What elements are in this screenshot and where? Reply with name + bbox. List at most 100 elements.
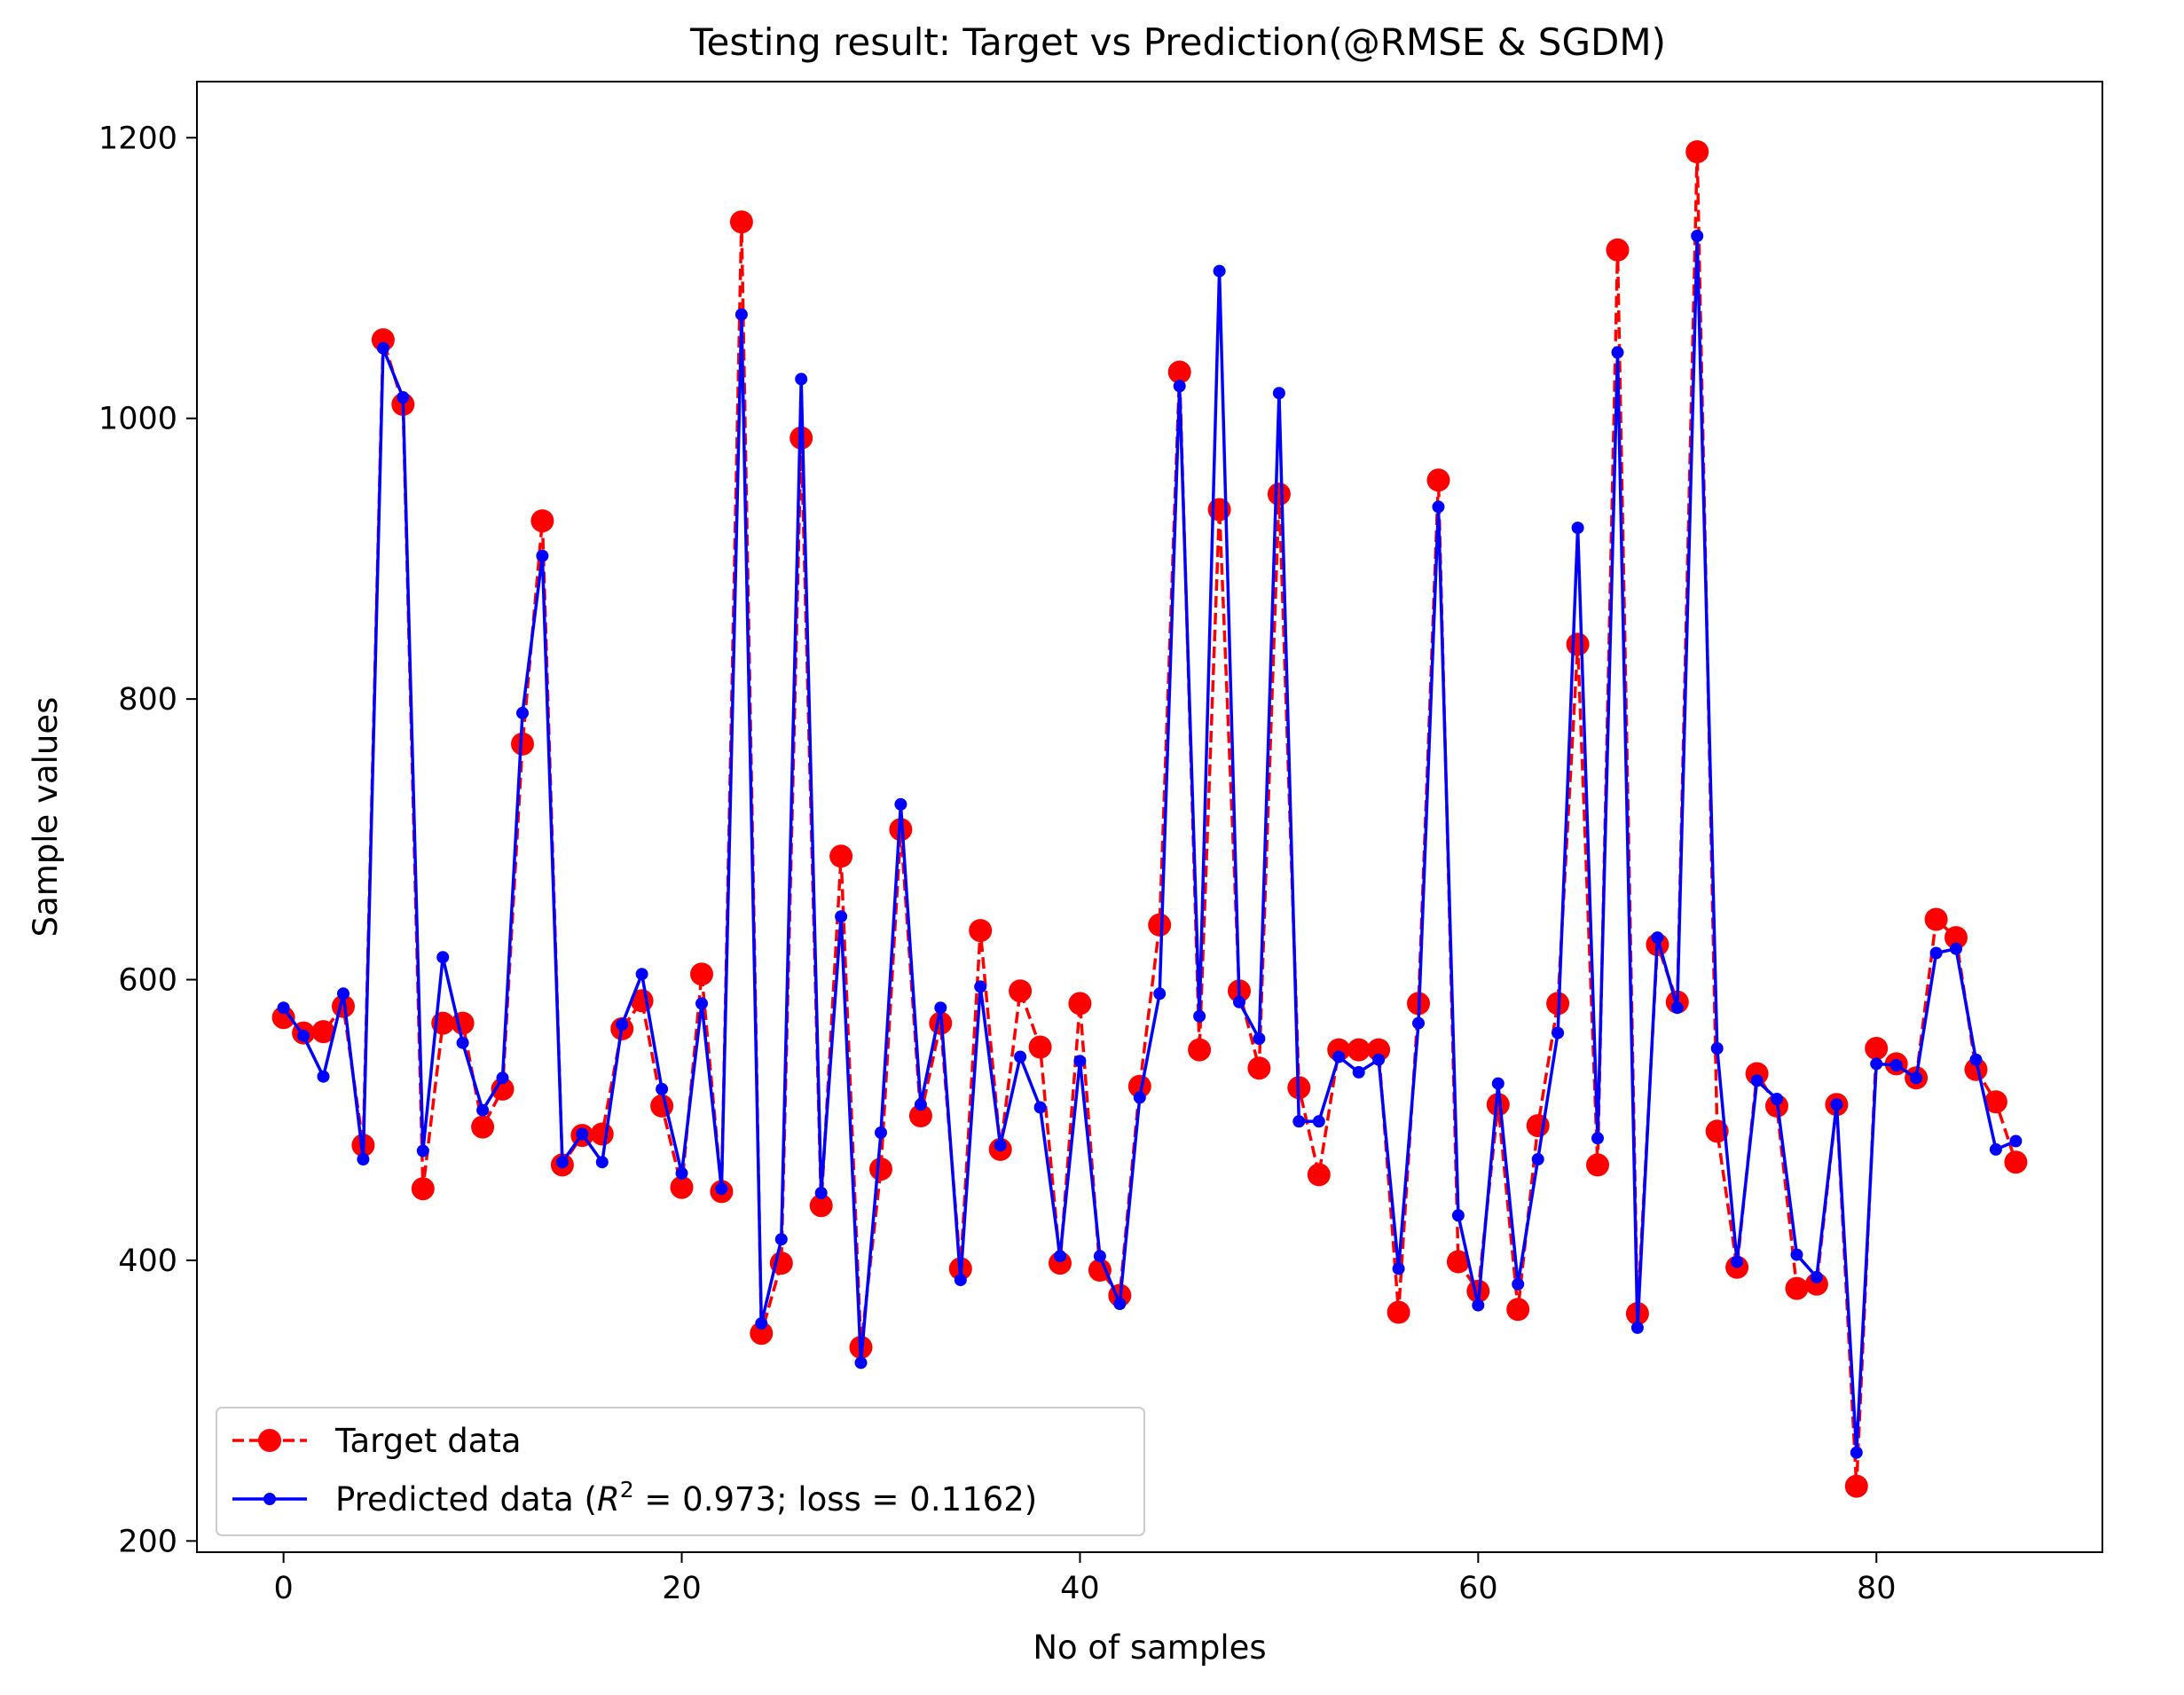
legend-target-label: Target data xyxy=(334,1422,522,1460)
predicted-point xyxy=(1989,1142,2002,1156)
predicted-point xyxy=(1830,1098,1843,1111)
legend-target-marker xyxy=(258,1429,281,1452)
predicted-point xyxy=(1491,1077,1504,1090)
legend-predicted-prefix: Predicted data ( xyxy=(335,1480,597,1518)
predicted-point xyxy=(1014,1050,1027,1063)
predicted-point xyxy=(1312,1115,1325,1128)
y-axis-label: Sample values xyxy=(27,697,65,938)
predicted-point xyxy=(1093,1250,1106,1263)
legend-box xyxy=(216,1407,1145,1536)
y-tick-label: 1000 xyxy=(98,402,177,437)
predicted-point xyxy=(934,1001,947,1015)
legend-predicted-marker xyxy=(263,1493,276,1505)
target-point xyxy=(1188,1038,1212,1062)
predicted-point xyxy=(1233,995,1245,1008)
predicted-point xyxy=(854,1356,868,1369)
y-tick-label: 600 xyxy=(118,963,177,999)
predicted-point xyxy=(974,980,987,993)
predicted-point xyxy=(1670,1001,1684,1015)
predicted-point xyxy=(317,1070,330,1083)
predicted-point xyxy=(755,1317,768,1330)
predicted-point xyxy=(1272,387,1285,400)
predicted-point xyxy=(1073,1055,1087,1068)
predicted-point xyxy=(635,968,648,981)
predicted-point xyxy=(476,1103,490,1117)
legend-predicted-sup: 2 xyxy=(620,1477,634,1503)
legend: Target data Predicted data (R2 = 0.973; … xyxy=(216,1407,1145,1536)
predicted-point xyxy=(1054,1250,1066,1263)
predicted-point xyxy=(1552,1026,1565,1040)
predicted-point xyxy=(595,1156,609,1169)
predicted-point xyxy=(277,1001,290,1015)
predicted-point xyxy=(1630,1321,1644,1334)
chart-title: Testing result: Target vs Prediction(@RM… xyxy=(689,20,1666,64)
predicted-point xyxy=(1432,500,1445,514)
predicted-point xyxy=(1771,1093,1783,1105)
predicted-point xyxy=(1193,1009,1206,1023)
predicted-point xyxy=(1451,1209,1465,1222)
x-axis-label: No of samples xyxy=(1033,1628,1266,1667)
predicted-point xyxy=(1113,1298,1127,1310)
legend-predicted-math: R xyxy=(597,1480,620,1518)
predicted-point xyxy=(516,706,529,719)
predicted-point xyxy=(914,1098,927,1111)
x-tick-label: 20 xyxy=(662,1571,702,1606)
y-tick-label: 800 xyxy=(118,682,177,718)
target-point xyxy=(690,962,713,986)
predicted-point xyxy=(954,1274,967,1287)
x-tick-label: 80 xyxy=(1857,1571,1897,1606)
predicted-point xyxy=(297,1029,310,1042)
predicted-point xyxy=(1651,931,1664,945)
target-point xyxy=(869,1157,892,1181)
predicted-point xyxy=(1133,1091,1146,1104)
predicted-point xyxy=(1392,1262,1405,1275)
predicted-point xyxy=(1253,1032,1266,1045)
y-tick-label: 200 xyxy=(118,1524,177,1559)
predicted-point xyxy=(1969,1053,1983,1066)
predicted-point xyxy=(2009,1134,2023,1148)
predicted-point xyxy=(715,1182,728,1196)
predicted-point xyxy=(994,1139,1007,1152)
predicted-point xyxy=(337,987,350,1001)
predicted-point xyxy=(1531,1153,1544,1165)
predicted-point xyxy=(695,997,708,1010)
predicted-point xyxy=(456,1036,469,1049)
predicted-point xyxy=(416,1144,429,1157)
predicted-point xyxy=(1731,1255,1744,1268)
legend-predicted-label: Predicted data (R2 = 0.973; loss = 0.116… xyxy=(335,1477,1037,1518)
y-axis: 200 400 600 800 1000 1200 xyxy=(98,121,197,1559)
target-point xyxy=(511,732,534,756)
predicted-point xyxy=(1591,1132,1604,1145)
series-predicted xyxy=(277,230,2023,1459)
predicted-point xyxy=(1889,1059,1903,1071)
x-tick-label: 60 xyxy=(1458,1571,1498,1606)
predicted-point xyxy=(1850,1446,1863,1459)
predicted-point xyxy=(814,1187,828,1199)
y-tick-label: 1200 xyxy=(98,121,177,156)
predicted-point xyxy=(1153,987,1167,1001)
predicted-point xyxy=(795,373,808,386)
target-point xyxy=(371,328,395,352)
predicted-point xyxy=(1950,942,1962,955)
predicted-point xyxy=(1571,522,1584,535)
predicted-point xyxy=(496,1071,509,1085)
predicted-point xyxy=(436,951,450,964)
predicted-point xyxy=(1173,380,1186,393)
predicted-point xyxy=(735,308,748,321)
predicted-point xyxy=(555,1156,569,1169)
target-point xyxy=(1009,979,1033,1003)
x-axis: 0 20 40 60 80 xyxy=(273,1552,1897,1606)
target-point xyxy=(1307,1163,1331,1187)
x-tick-label: 40 xyxy=(1060,1571,1100,1606)
predicted-point xyxy=(894,797,907,811)
predicted-line xyxy=(282,234,2017,1455)
predicted-point xyxy=(656,1082,669,1095)
predicted-point xyxy=(1352,1065,1365,1079)
predicted-point xyxy=(1790,1248,1803,1261)
predicted-point xyxy=(1292,1115,1306,1128)
predicted-point xyxy=(536,549,549,562)
x-tick-label: 0 xyxy=(273,1571,293,1606)
predicted-point xyxy=(576,1127,589,1141)
predicted-point xyxy=(1910,1071,1923,1085)
